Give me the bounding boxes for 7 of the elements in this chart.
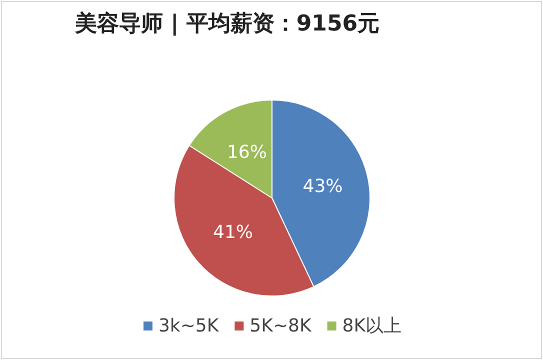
data-label: 16% (226, 142, 267, 163)
legend-label: 3k~5K (158, 316, 220, 336)
data-label: 43% (302, 176, 343, 198)
legend-label: 5K~8K (250, 316, 312, 336)
legend-label: 8K以上 (342, 316, 402, 336)
chart-title: 美容导师 | 平均薪资：9156元 (74, 10, 380, 36)
data-label: 41% (212, 222, 253, 243)
